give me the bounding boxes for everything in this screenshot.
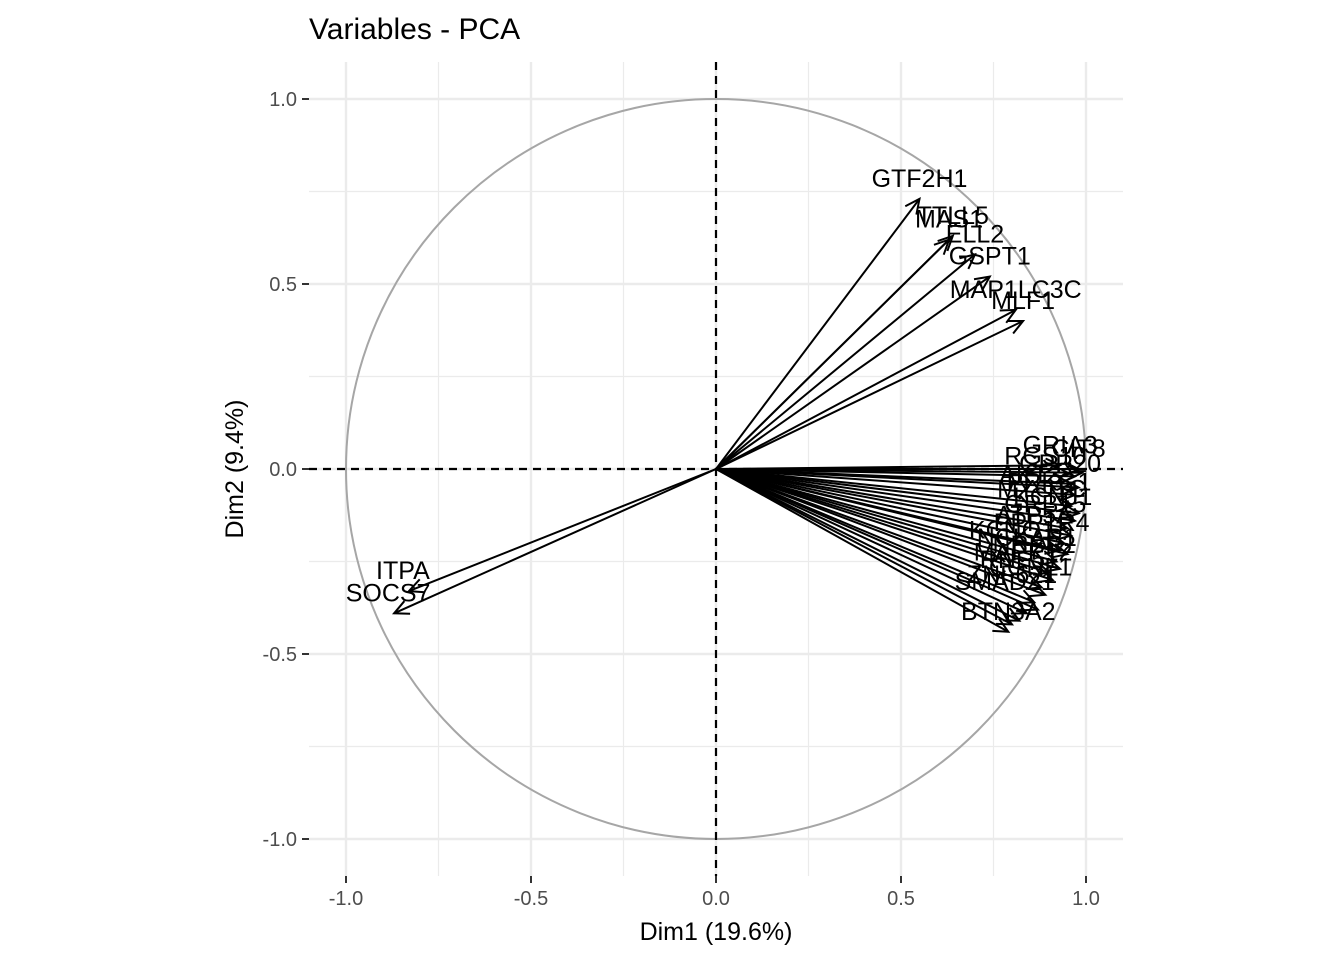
- chart-title: Variables - PCA: [309, 13, 520, 46]
- variable-label: MAP1LC3C: [950, 276, 1082, 304]
- y-tick-label: -1.0: [263, 829, 297, 851]
- variable-label: CGNL1: [989, 553, 1072, 581]
- variable-arrow-map1lc3c: [715, 308, 1018, 470]
- variable-arrow: [715, 468, 1048, 598]
- y-tick-label: 1.0: [269, 89, 297, 111]
- variable-label: MYO1C: [997, 476, 1086, 504]
- variable-label: KCNQ1: [969, 516, 1055, 544]
- x-tick-label: -1.0: [329, 888, 363, 910]
- variable-arrow: [715, 468, 1074, 541]
- variable-label: BTN3A2: [961, 598, 1055, 626]
- x-tick-label: 0.5: [887, 888, 915, 910]
- variable-arrow-mlf1: [715, 319, 1026, 470]
- variable-label: AKT3: [999, 461, 1062, 489]
- axes: -1.0 -0.5 0.0 0.5 1.0 -1.0 -0.5 0.0 0.5 1.0: [263, 89, 1100, 910]
- variable-arrow: [715, 468, 1078, 527]
- variable-label: GTF2H1: [872, 165, 968, 193]
- y-axis-title: Dim2 (9.4%): [221, 400, 249, 539]
- variable-label: MAS1: [915, 206, 983, 234]
- x-tick-label: 1.0: [1072, 888, 1100, 910]
- variable-arrow-gria3: [715, 457, 1063, 474]
- variable-arrow: [715, 468, 1029, 615]
- variable-arrow: [715, 468, 1078, 502]
- variable-label: NCKAP1: [977, 524, 1077, 552]
- variable-arrow: [715, 468, 1070, 534]
- variable-arrow-socs7: [391, 468, 717, 615]
- variable-label: ZNF621: [967, 561, 1057, 589]
- variable-arrows: [391, 197, 1085, 633]
- variable-label: RNF51: [980, 546, 1059, 574]
- variable-arrow: [715, 468, 1055, 584]
- variable-label: SOCS7: [346, 579, 431, 607]
- variable-label: ATP5A: [996, 502, 1074, 530]
- y-tick-label: -0.5: [263, 644, 297, 666]
- variable-label: TTLL5: [917, 202, 989, 230]
- variable-label: ITPA: [376, 557, 430, 585]
- variable-label: GPR20: [1019, 450, 1101, 478]
- y-tick-label: 0.5: [269, 274, 297, 296]
- variable-arrow: [715, 468, 1015, 626]
- variable-arrow-itpa: [406, 468, 717, 594]
- variable-label: PPP1R4: [994, 509, 1090, 537]
- variable-label: NRBP2: [993, 531, 1076, 559]
- variable-arrow: [715, 468, 1070, 559]
- variable-label: MAPK12: [974, 539, 1073, 567]
- variable-label: GRB15: [1004, 491, 1086, 519]
- y-tick-label: 0.0: [269, 459, 297, 481]
- x-tick-label: 0.0: [702, 888, 730, 910]
- variable-label: GRIA3: [1023, 431, 1098, 459]
- variable-arrow-mas1: [715, 237, 951, 470]
- variable-label: GSPT1: [949, 243, 1031, 271]
- variable-label: PRKG1: [1007, 468, 1092, 496]
- variable-label: MLF1: [991, 287, 1055, 315]
- variable-label: SMAD21: [955, 568, 1055, 596]
- variable-label: ELL2: [946, 220, 1004, 248]
- x-tick-label: -0.5: [514, 888, 548, 910]
- variable-arrow-gspt1: [715, 275, 992, 470]
- variable-arrow: [715, 468, 1059, 566]
- variable-arrow: [715, 468, 1041, 612]
- variable-label: CIT8: [1052, 435, 1106, 463]
- variable-label: KCNJ1: [1013, 483, 1092, 511]
- variable-arrow: [715, 468, 1063, 573]
- variable-arrow: [715, 468, 1074, 513]
- variable-label: RGS10: [1004, 442, 1086, 470]
- x-axis-title: Dim1 (19.6%): [640, 918, 793, 946]
- variable-arrow-gtf2h1: [715, 197, 921, 470]
- variable-arrow-btn3a2: [715, 468, 1011, 633]
- variable-arrow-ell2: [715, 252, 977, 470]
